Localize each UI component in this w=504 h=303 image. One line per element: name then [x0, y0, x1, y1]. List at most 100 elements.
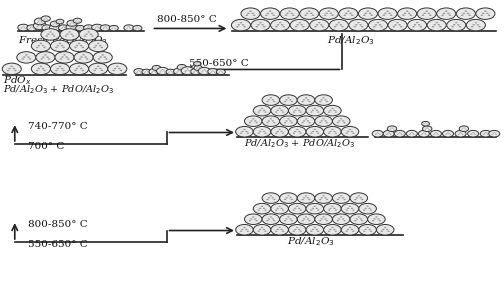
Circle shape: [70, 23, 72, 24]
Circle shape: [272, 120, 274, 122]
Circle shape: [468, 15, 471, 16]
Circle shape: [272, 197, 274, 198]
Circle shape: [279, 22, 281, 23]
Circle shape: [319, 199, 322, 200]
Circle shape: [422, 15, 424, 16]
Circle shape: [44, 18, 45, 19]
Circle shape: [298, 131, 300, 132]
Circle shape: [307, 99, 309, 101]
Circle shape: [13, 68, 15, 69]
Circle shape: [471, 133, 473, 134]
Circle shape: [38, 68, 40, 69]
Circle shape: [323, 118, 325, 120]
Circle shape: [76, 25, 85, 31]
Circle shape: [493, 132, 495, 133]
Circle shape: [333, 208, 336, 209]
Circle shape: [50, 40, 70, 52]
Circle shape: [443, 13, 446, 14]
Circle shape: [277, 110, 279, 111]
Circle shape: [381, 26, 383, 28]
Circle shape: [390, 15, 393, 16]
Circle shape: [49, 24, 60, 31]
Circle shape: [263, 131, 265, 132]
Circle shape: [177, 65, 186, 70]
Circle shape: [178, 69, 180, 70]
Circle shape: [80, 56, 83, 58]
Circle shape: [243, 26, 246, 28]
Circle shape: [61, 68, 64, 69]
Circle shape: [345, 13, 348, 14]
Text: 700° C: 700° C: [28, 142, 65, 152]
Circle shape: [305, 97, 307, 98]
Text: 800-850° C: 800-850° C: [28, 220, 88, 229]
Circle shape: [306, 105, 324, 116]
Circle shape: [70, 40, 89, 52]
Circle shape: [462, 128, 464, 129]
Circle shape: [343, 15, 346, 16]
Circle shape: [343, 122, 346, 123]
Circle shape: [324, 203, 341, 214]
Circle shape: [261, 108, 263, 109]
Circle shape: [55, 27, 57, 28]
Circle shape: [47, 27, 49, 28]
Circle shape: [406, 130, 417, 137]
Circle shape: [79, 21, 80, 22]
Circle shape: [155, 72, 157, 73]
Circle shape: [261, 8, 280, 19]
Circle shape: [213, 71, 215, 72]
Circle shape: [386, 229, 388, 230]
Circle shape: [208, 68, 218, 75]
Circle shape: [439, 26, 442, 28]
Circle shape: [364, 229, 367, 230]
Circle shape: [318, 22, 321, 23]
Circle shape: [387, 133, 388, 134]
Circle shape: [350, 193, 367, 203]
Circle shape: [144, 72, 145, 73]
Circle shape: [216, 69, 225, 75]
Circle shape: [109, 25, 118, 31]
Circle shape: [458, 134, 459, 135]
Circle shape: [474, 133, 475, 134]
Circle shape: [258, 231, 260, 232]
Circle shape: [342, 197, 344, 198]
Circle shape: [375, 216, 377, 218]
Circle shape: [352, 132, 354, 134]
Circle shape: [422, 122, 429, 126]
Circle shape: [312, 229, 314, 230]
Circle shape: [29, 28, 31, 29]
Circle shape: [480, 15, 483, 16]
Circle shape: [310, 112, 312, 113]
Circle shape: [287, 97, 290, 98]
Circle shape: [390, 129, 391, 130]
Circle shape: [89, 40, 108, 52]
Circle shape: [359, 24, 362, 25]
Circle shape: [455, 130, 466, 137]
Circle shape: [285, 99, 288, 101]
Circle shape: [351, 15, 353, 16]
Circle shape: [298, 208, 300, 209]
Circle shape: [340, 195, 342, 196]
Circle shape: [246, 231, 249, 232]
Circle shape: [243, 227, 245, 228]
Circle shape: [254, 218, 257, 220]
Circle shape: [135, 28, 136, 29]
Circle shape: [156, 66, 157, 67]
Circle shape: [106, 27, 107, 28]
Circle shape: [211, 71, 212, 72]
Circle shape: [101, 54, 104, 56]
Circle shape: [398, 8, 417, 19]
Circle shape: [495, 133, 496, 134]
Circle shape: [294, 229, 296, 230]
Circle shape: [69, 31, 71, 33]
Circle shape: [412, 26, 415, 28]
Circle shape: [193, 72, 195, 73]
Circle shape: [297, 116, 315, 126]
Circle shape: [33, 22, 46, 30]
Circle shape: [71, 33, 73, 35]
Circle shape: [298, 22, 301, 23]
Circle shape: [268, 120, 270, 122]
Circle shape: [291, 101, 293, 102]
Circle shape: [18, 24, 29, 31]
Circle shape: [422, 133, 423, 134]
Circle shape: [280, 116, 297, 126]
